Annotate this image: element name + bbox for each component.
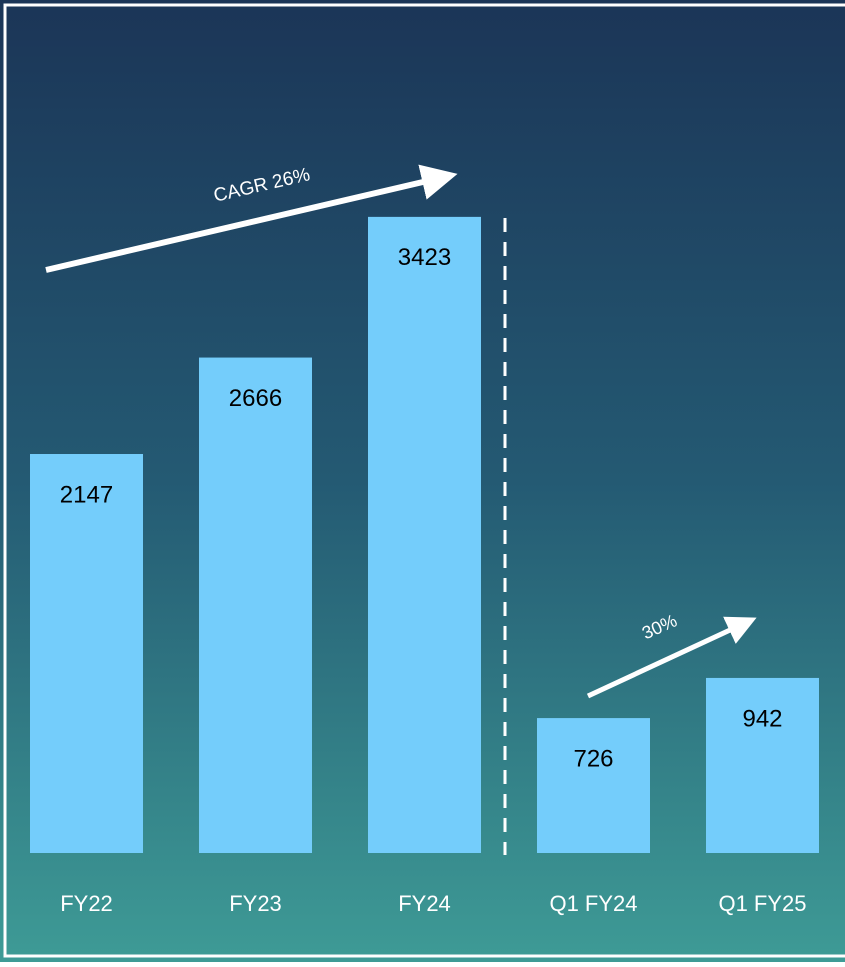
x-tick-label: FY22	[60, 891, 113, 916]
bar	[537, 718, 650, 853]
frame	[3, 3, 845, 958]
growth-arrow	[586, 616, 757, 699]
x-tick-label: Q1 FY25	[718, 891, 806, 916]
value-label: 3423	[398, 244, 451, 271]
value-label: 726	[573, 745, 613, 772]
cagr-arrow	[45, 164, 458, 273]
value-label: 2147	[60, 481, 113, 508]
x-tick-label: FY23	[229, 891, 282, 916]
bar	[199, 357, 312, 853]
x-tick-label: Q1 FY24	[549, 891, 637, 916]
bar	[368, 216, 481, 854]
bar	[30, 454, 143, 853]
value-label: 2666	[229, 385, 282, 412]
x-tick-label: FY24	[398, 891, 451, 916]
value-label: 942	[742, 705, 782, 732]
bar	[706, 677, 819, 853]
